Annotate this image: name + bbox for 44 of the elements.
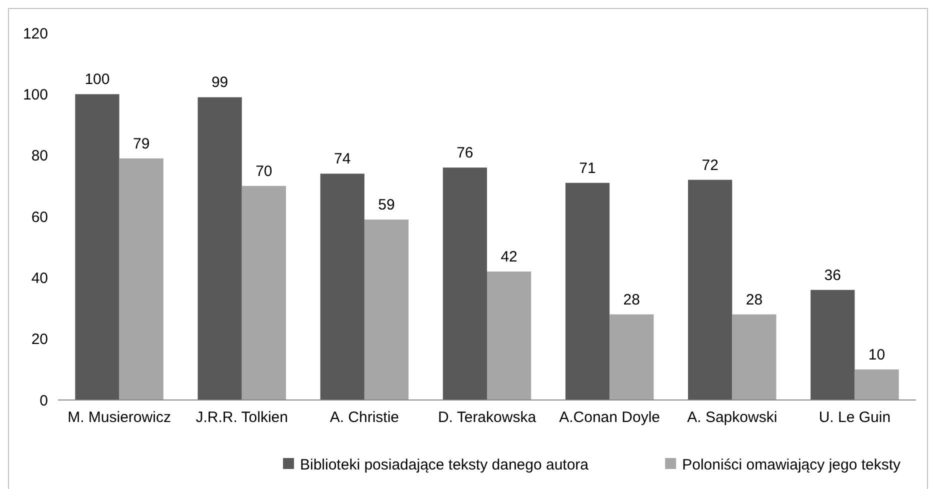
bar bbox=[320, 174, 364, 400]
x-tick-label: D. Terakowska bbox=[438, 409, 537, 426]
y-tick-label: 60 bbox=[31, 208, 48, 226]
data-label: 59 bbox=[378, 196, 395, 214]
data-label: 36 bbox=[824, 266, 841, 284]
bar bbox=[565, 182, 610, 400]
y-tick-label: 40 bbox=[31, 270, 48, 287]
bar bbox=[242, 186, 286, 400]
bar bbox=[688, 180, 732, 400]
bar bbox=[119, 158, 164, 400]
bar bbox=[854, 369, 899, 400]
data-label: 70 bbox=[256, 162, 272, 180]
x-tick-label: A. Christie bbox=[330, 409, 400, 426]
x-tick-label: U. Le Guin bbox=[818, 409, 891, 426]
data-label: 42 bbox=[500, 248, 518, 266]
data-label: 79 bbox=[133, 135, 150, 152]
legend-label: Poloniści omawiający jego teksty bbox=[682, 456, 902, 474]
data-label: 28 bbox=[623, 291, 640, 308]
bar bbox=[732, 314, 776, 400]
y-tick-label: 0 bbox=[40, 392, 48, 410]
bar bbox=[442, 168, 487, 400]
x-tick-label: J.R.R. Tolkien bbox=[196, 409, 288, 426]
bar bbox=[610, 314, 654, 400]
y-tick-label: 120 bbox=[22, 25, 48, 42]
legend-label: Biblioteki posiadające teksty danego autora bbox=[300, 456, 590, 474]
bar bbox=[487, 272, 532, 400]
bar bbox=[198, 97, 242, 400]
bar bbox=[364, 220, 409, 400]
data-label: 71 bbox=[579, 160, 596, 177]
data-label: 99 bbox=[211, 74, 228, 92]
data-label: 28 bbox=[746, 291, 763, 308]
data-label: 100 bbox=[84, 71, 110, 88]
x-tick-label: M. Musierowicz bbox=[68, 409, 171, 426]
bar bbox=[75, 94, 120, 400]
data-label: 74 bbox=[334, 150, 351, 168]
x-tick-label: A. Sapkowski bbox=[687, 409, 778, 426]
data-label: 76 bbox=[456, 144, 474, 162]
y-tick-label: 20 bbox=[31, 331, 48, 348]
x-tick-label: A.Conan Doyle bbox=[559, 409, 660, 426]
data-label: 10 bbox=[868, 346, 886, 364]
y-tick-label: 100 bbox=[22, 86, 48, 104]
data-label: 72 bbox=[702, 156, 718, 174]
y-tick-label: 80 bbox=[31, 148, 48, 165]
bar bbox=[810, 290, 855, 400]
